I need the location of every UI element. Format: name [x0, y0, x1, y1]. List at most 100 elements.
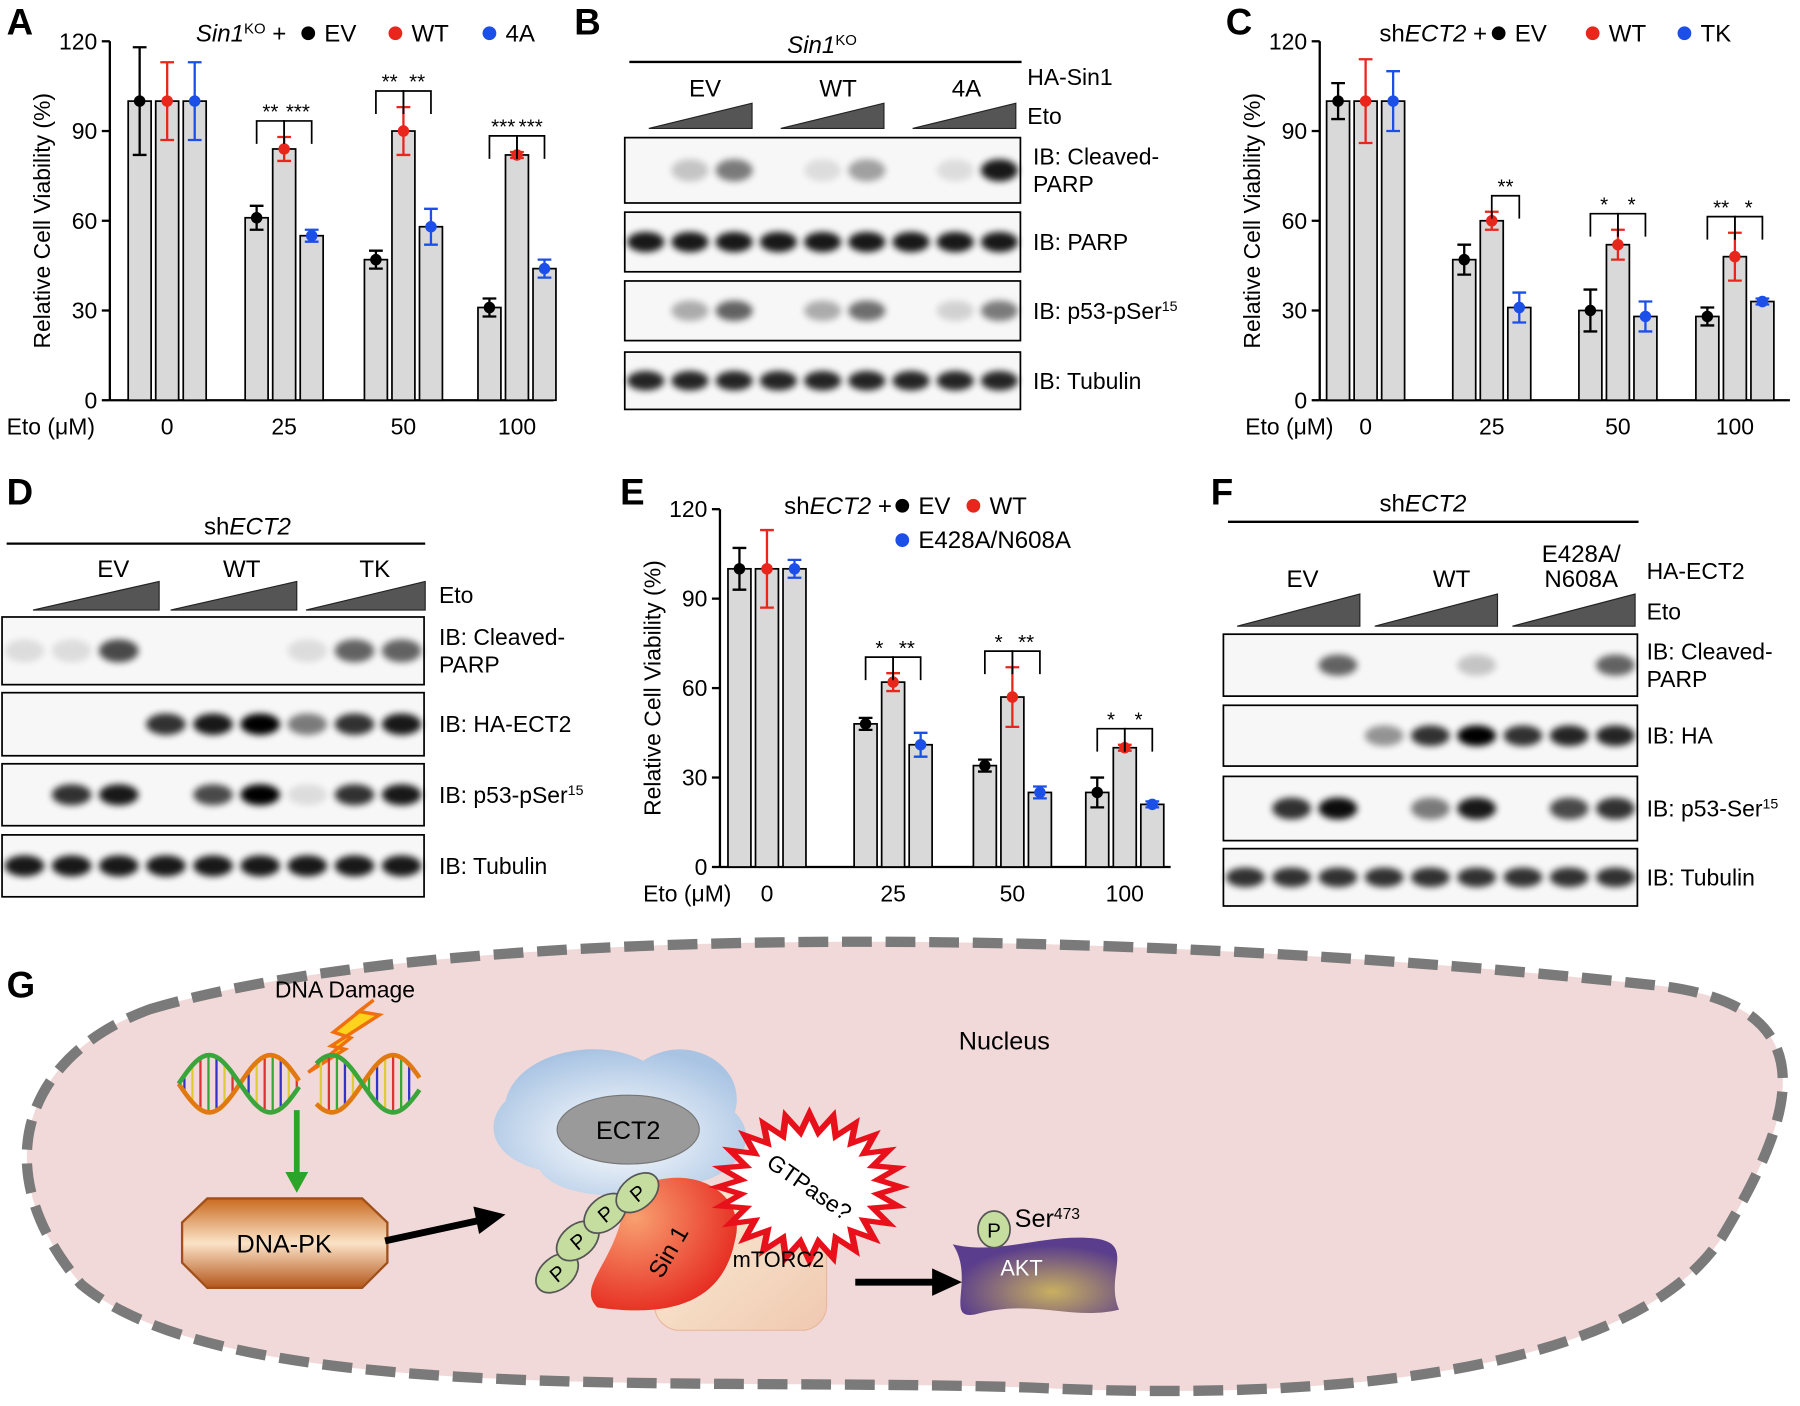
y-tick-label: 0	[695, 854, 708, 880]
arrow-head	[285, 1172, 309, 1193]
bar	[782, 567, 807, 868]
band	[1410, 797, 1450, 820]
dose-triangle	[305, 580, 426, 611]
band	[1595, 797, 1635, 820]
band	[98, 784, 139, 806]
legend-marker	[895, 498, 910, 513]
mean-dot	[1458, 253, 1470, 266]
band	[627, 370, 665, 391]
mean-dot	[397, 125, 410, 137]
significance-bracket	[1490, 194, 1521, 219]
bar	[727, 567, 752, 868]
dose-triangle	[648, 102, 753, 130]
mean-dot	[1756, 295, 1769, 308]
x-tick-label: 0	[761, 880, 774, 906]
mean-dot	[1486, 215, 1498, 227]
significance-label: **	[409, 71, 425, 94]
akt-shape	[952, 1237, 1120, 1315]
phospho-site	[977, 1210, 1011, 1249]
mean-dot	[1332, 95, 1344, 107]
text-part: KO	[244, 20, 266, 37]
band	[98, 855, 139, 877]
band	[1549, 797, 1589, 820]
legend-marker	[1585, 26, 1600, 41]
band	[334, 639, 375, 663]
y-tick-label: 120	[1269, 28, 1307, 54]
band	[671, 159, 709, 182]
band	[980, 159, 1019, 182]
text-part: Sin1	[787, 32, 835, 59]
significance-bracket	[516, 135, 546, 159]
panel-letter: F	[1211, 472, 1233, 513]
band	[671, 231, 709, 253]
text-part: KO	[835, 31, 857, 48]
band	[287, 639, 328, 663]
band	[287, 713, 328, 735]
significance-bracket	[984, 650, 1014, 675]
bar	[244, 216, 269, 402]
mean-dot	[305, 229, 318, 242]
mean-dot	[887, 676, 899, 688]
y-tick-label: 120	[669, 496, 707, 522]
y-axis-label: Relative Cell Viability (%)	[1239, 93, 1265, 349]
significance-bracket	[402, 90, 432, 114]
mean-dot	[1387, 95, 1399, 107]
band	[334, 784, 375, 806]
significance-label: *	[1107, 708, 1115, 731]
band	[892, 231, 930, 253]
band	[1457, 867, 1497, 888]
band	[51, 784, 92, 806]
dna-helix	[176, 1052, 422, 1115]
text-part: sh	[1379, 20, 1404, 47]
text-part: 15	[568, 783, 584, 799]
band	[287, 784, 328, 806]
row-label: IB: p53-pSer15	[439, 782, 584, 808]
legend-label: WT	[989, 493, 1027, 520]
bar	[182, 100, 208, 402]
significance-label: *	[1135, 708, 1143, 731]
band	[1364, 725, 1404, 747]
band	[936, 231, 974, 253]
treatment-label: Eto	[439, 582, 473, 608]
text-part: PARP	[439, 652, 500, 678]
text-part: PARP	[1647, 666, 1708, 692]
dose-triangle	[170, 580, 298, 611]
legend-label: WT	[411, 20, 449, 47]
mean-dot	[1612, 238, 1624, 251]
band	[671, 300, 709, 321]
band	[759, 231, 797, 253]
significance-label: *	[1628, 193, 1636, 216]
significance-bracket	[1011, 650, 1041, 675]
blot-header: shECT2	[1379, 490, 1467, 517]
band	[1272, 867, 1312, 888]
mean-dot	[1359, 95, 1372, 107]
y-tick-label: 120	[59, 28, 97, 54]
mean-dot	[1146, 798, 1159, 811]
significance-bracket	[864, 656, 894, 681]
row-label: IB: PARP	[1033, 229, 1128, 255]
band	[1549, 725, 1589, 747]
group-label: WT	[223, 556, 261, 583]
legend-title: shECT2 +	[1379, 20, 1487, 47]
significance-bracket	[1589, 212, 1619, 237]
significance-label: *	[875, 637, 883, 660]
group-title: HA-ECT2	[1647, 558, 1745, 584]
text-part: +	[871, 493, 892, 520]
complex-label: mTORC2	[733, 1247, 825, 1272]
significance-bracket	[283, 120, 313, 144]
band	[381, 713, 422, 735]
band	[51, 855, 92, 877]
band	[980, 231, 1019, 253]
band	[1595, 867, 1635, 888]
row-label: PARP	[1647, 666, 1708, 692]
band	[804, 231, 842, 253]
bar	[1695, 315, 1720, 402]
significance-bracket	[1706, 215, 1736, 240]
panel-letter: A	[7, 1, 33, 42]
legend-label: WT	[1609, 20, 1647, 47]
group-label: EV	[97, 556, 129, 583]
band	[1503, 725, 1543, 747]
bar	[363, 258, 389, 402]
band	[1225, 867, 1265, 888]
